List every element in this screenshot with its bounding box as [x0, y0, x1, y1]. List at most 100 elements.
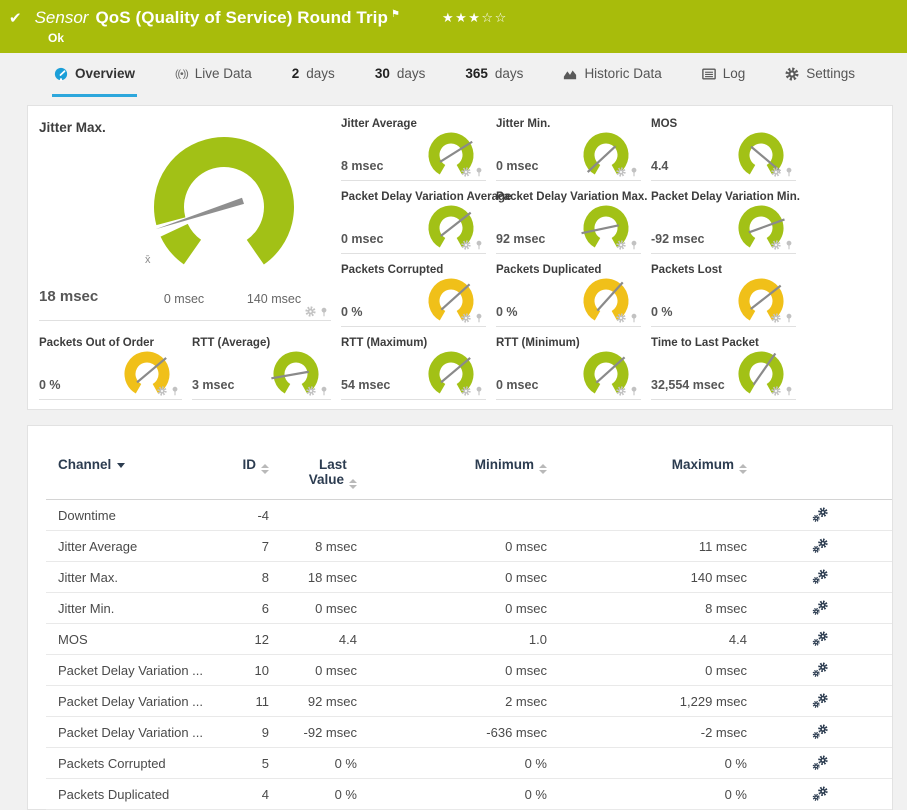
primary-gauge-value: 18 msec: [39, 288, 98, 305]
table-row-packets-corrupted[interactable]: Packets Corrupted 5 0 % 0 % 0 %: [46, 748, 892, 779]
sort-icon: [739, 464, 747, 474]
gear-icon[interactable]: [461, 167, 471, 177]
pin-icon[interactable]: [319, 307, 329, 317]
sort-icon: [539, 464, 547, 474]
table-row-mos[interactable]: MOS 12 4.4 1.0 4.4: [46, 624, 892, 655]
tab-log[interactable]: Log: [700, 53, 748, 97]
gear-icon[interactable]: [306, 386, 316, 396]
gear-icon[interactable]: [305, 306, 316, 317]
gear-icon[interactable]: [157, 386, 167, 396]
column-header-maximum[interactable]: Maximum: [547, 457, 747, 475]
gauge-title: Packet Delay Variation Min.: [651, 191, 800, 203]
pin-icon[interactable]: [784, 313, 794, 323]
tab-live-data[interactable]: ((•))Live Data: [173, 53, 254, 97]
cell-id: 6: [211, 601, 269, 616]
pin-icon[interactable]: [629, 313, 639, 323]
small-gauge-bottom-row: Packets Out of Order 0 % RTT (Average) 3…: [39, 335, 892, 400]
tab-2-days[interactable]: 2days: [290, 53, 337, 97]
channel-settings-gears-icon[interactable]: [812, 538, 828, 554]
gauge-title: Packets Out of Order: [39, 337, 154, 349]
flag-icon[interactable]: ⚑: [391, 9, 400, 20]
channel-settings-gears-icon[interactable]: [812, 693, 828, 709]
table-row-downtime[interactable]: Downtime -4: [46, 500, 892, 531]
primary-gauge-dial: [139, 129, 309, 279]
gear-icon[interactable]: [616, 313, 626, 323]
tab-overview[interactable]: Overview: [52, 53, 137, 97]
gear-icon[interactable]: [771, 386, 781, 396]
gauge-value: 0 %: [39, 378, 61, 392]
cell-channel: MOS: [46, 632, 211, 647]
channel-settings-gears-icon[interactable]: [812, 786, 828, 802]
channel-settings-gears-icon[interactable]: [812, 631, 828, 647]
table-row-packet-delay-variation[interactable]: Packet Delay Variation ... 9 -92 msec -6…: [46, 717, 892, 748]
cell-maximum: 0 msec: [547, 663, 747, 678]
cell-id: 7: [211, 539, 269, 554]
pin-icon[interactable]: [784, 167, 794, 177]
table-row-jitter-average[interactable]: Jitter Average 7 8 msec 0 msec 11 msec: [46, 531, 892, 562]
gear-icon[interactable]: [616, 240, 626, 250]
channel-settings-gears-icon[interactable]: [812, 755, 828, 771]
pin-icon[interactable]: [474, 313, 484, 323]
gear-icon[interactable]: [461, 240, 471, 250]
gear-icon[interactable]: [771, 240, 781, 250]
gauge-title: RTT (Maximum): [341, 337, 427, 349]
cell-last-value: 0 msec: [269, 601, 357, 616]
column-header-id[interactable]: ID: [211, 457, 269, 475]
channel-settings-gears-icon[interactable]: [812, 600, 828, 616]
tab-label: days: [495, 66, 524, 81]
channels-panel: Channel ID Last Value Minimum Maximum Do…: [27, 425, 893, 810]
tab-label: Historic Data: [584, 66, 661, 81]
gauge-title: Packets Duplicated: [496, 264, 601, 276]
gauge-value: 0 %: [496, 305, 518, 319]
gauge-packets-corrupted: Packets Corrupted 0 %: [341, 262, 486, 327]
gear-icon[interactable]: [616, 167, 626, 177]
gauge-value: 54 msec: [341, 378, 390, 392]
gear-icon[interactable]: [461, 386, 471, 396]
gauge-title: Packets Lost: [651, 264, 722, 276]
pin-icon[interactable]: [629, 240, 639, 250]
table-row-packet-delay-variation[interactable]: Packet Delay Variation ... 11 92 msec 2 …: [46, 686, 892, 717]
gauge-title: Packet Delay Variation Average: [341, 191, 511, 203]
live-data-icon: ((•)): [175, 68, 188, 80]
pin-icon[interactable]: [474, 167, 484, 177]
channel-settings-gears-icon[interactable]: [812, 569, 828, 585]
gear-icon[interactable]: [771, 167, 781, 177]
column-header-minimum[interactable]: Minimum: [357, 457, 547, 475]
cell-last-value: 92 msec: [269, 694, 357, 709]
cell-minimum: -636 msec: [357, 725, 547, 740]
pin-icon[interactable]: [784, 240, 794, 250]
gear-icon[interactable]: [771, 313, 781, 323]
cell-maximum: 4.4: [547, 632, 747, 647]
column-header-channel[interactable]: Channel: [46, 457, 211, 472]
table-row-jitter-min[interactable]: Jitter Min. 6 0 msec 0 msec 8 msec: [46, 593, 892, 624]
gear-icon[interactable]: [616, 386, 626, 396]
table-row-jitter-max[interactable]: Jitter Max. 8 18 msec 0 msec 140 msec: [46, 562, 892, 593]
priority-stars[interactable]: ★★★☆☆: [442, 10, 508, 26]
channel-settings-gears-icon[interactable]: [812, 724, 828, 740]
pin-icon[interactable]: [170, 386, 180, 396]
channel-settings-gears-icon[interactable]: [812, 662, 828, 678]
pin-icon[interactable]: [319, 386, 329, 396]
tab-historic-data[interactable]: Historic Data: [561, 53, 663, 97]
gear-icon[interactable]: [461, 313, 471, 323]
gauge-title: Jitter Average: [341, 118, 417, 130]
pin-icon[interactable]: [474, 386, 484, 396]
pin-icon[interactable]: [784, 386, 794, 396]
gauge-time-to-last-packet: Time to Last Packet 32,554 msec: [651, 335, 796, 400]
channel-settings-gears-icon[interactable]: [812, 507, 828, 523]
table-row-packets-duplicated[interactable]: Packets Duplicated 4 0 % 0 % 0 %: [46, 779, 892, 810]
gauge-rtt-average: RTT (Average) 3 msec: [192, 335, 331, 400]
cell-channel: Downtime: [46, 508, 211, 523]
tab-365-days[interactable]: 365days: [463, 53, 525, 97]
table-row-packet-delay-variation[interactable]: Packet Delay Variation ... 10 0 msec 0 m…: [46, 655, 892, 686]
gauge-value: 8 msec: [341, 159, 383, 173]
cell-last-value: -92 msec: [269, 725, 357, 740]
pin-icon[interactable]: [629, 386, 639, 396]
tab-settings[interactable]: Settings: [783, 53, 857, 97]
pin-icon[interactable]: [474, 240, 484, 250]
pin-icon[interactable]: [629, 167, 639, 177]
column-header-last-value[interactable]: Last Value: [269, 457, 357, 490]
tab-30-days[interactable]: 30days: [373, 53, 428, 97]
cell-maximum: -2 msec: [547, 725, 747, 740]
object-kind-label: Sensor: [35, 8, 89, 28]
